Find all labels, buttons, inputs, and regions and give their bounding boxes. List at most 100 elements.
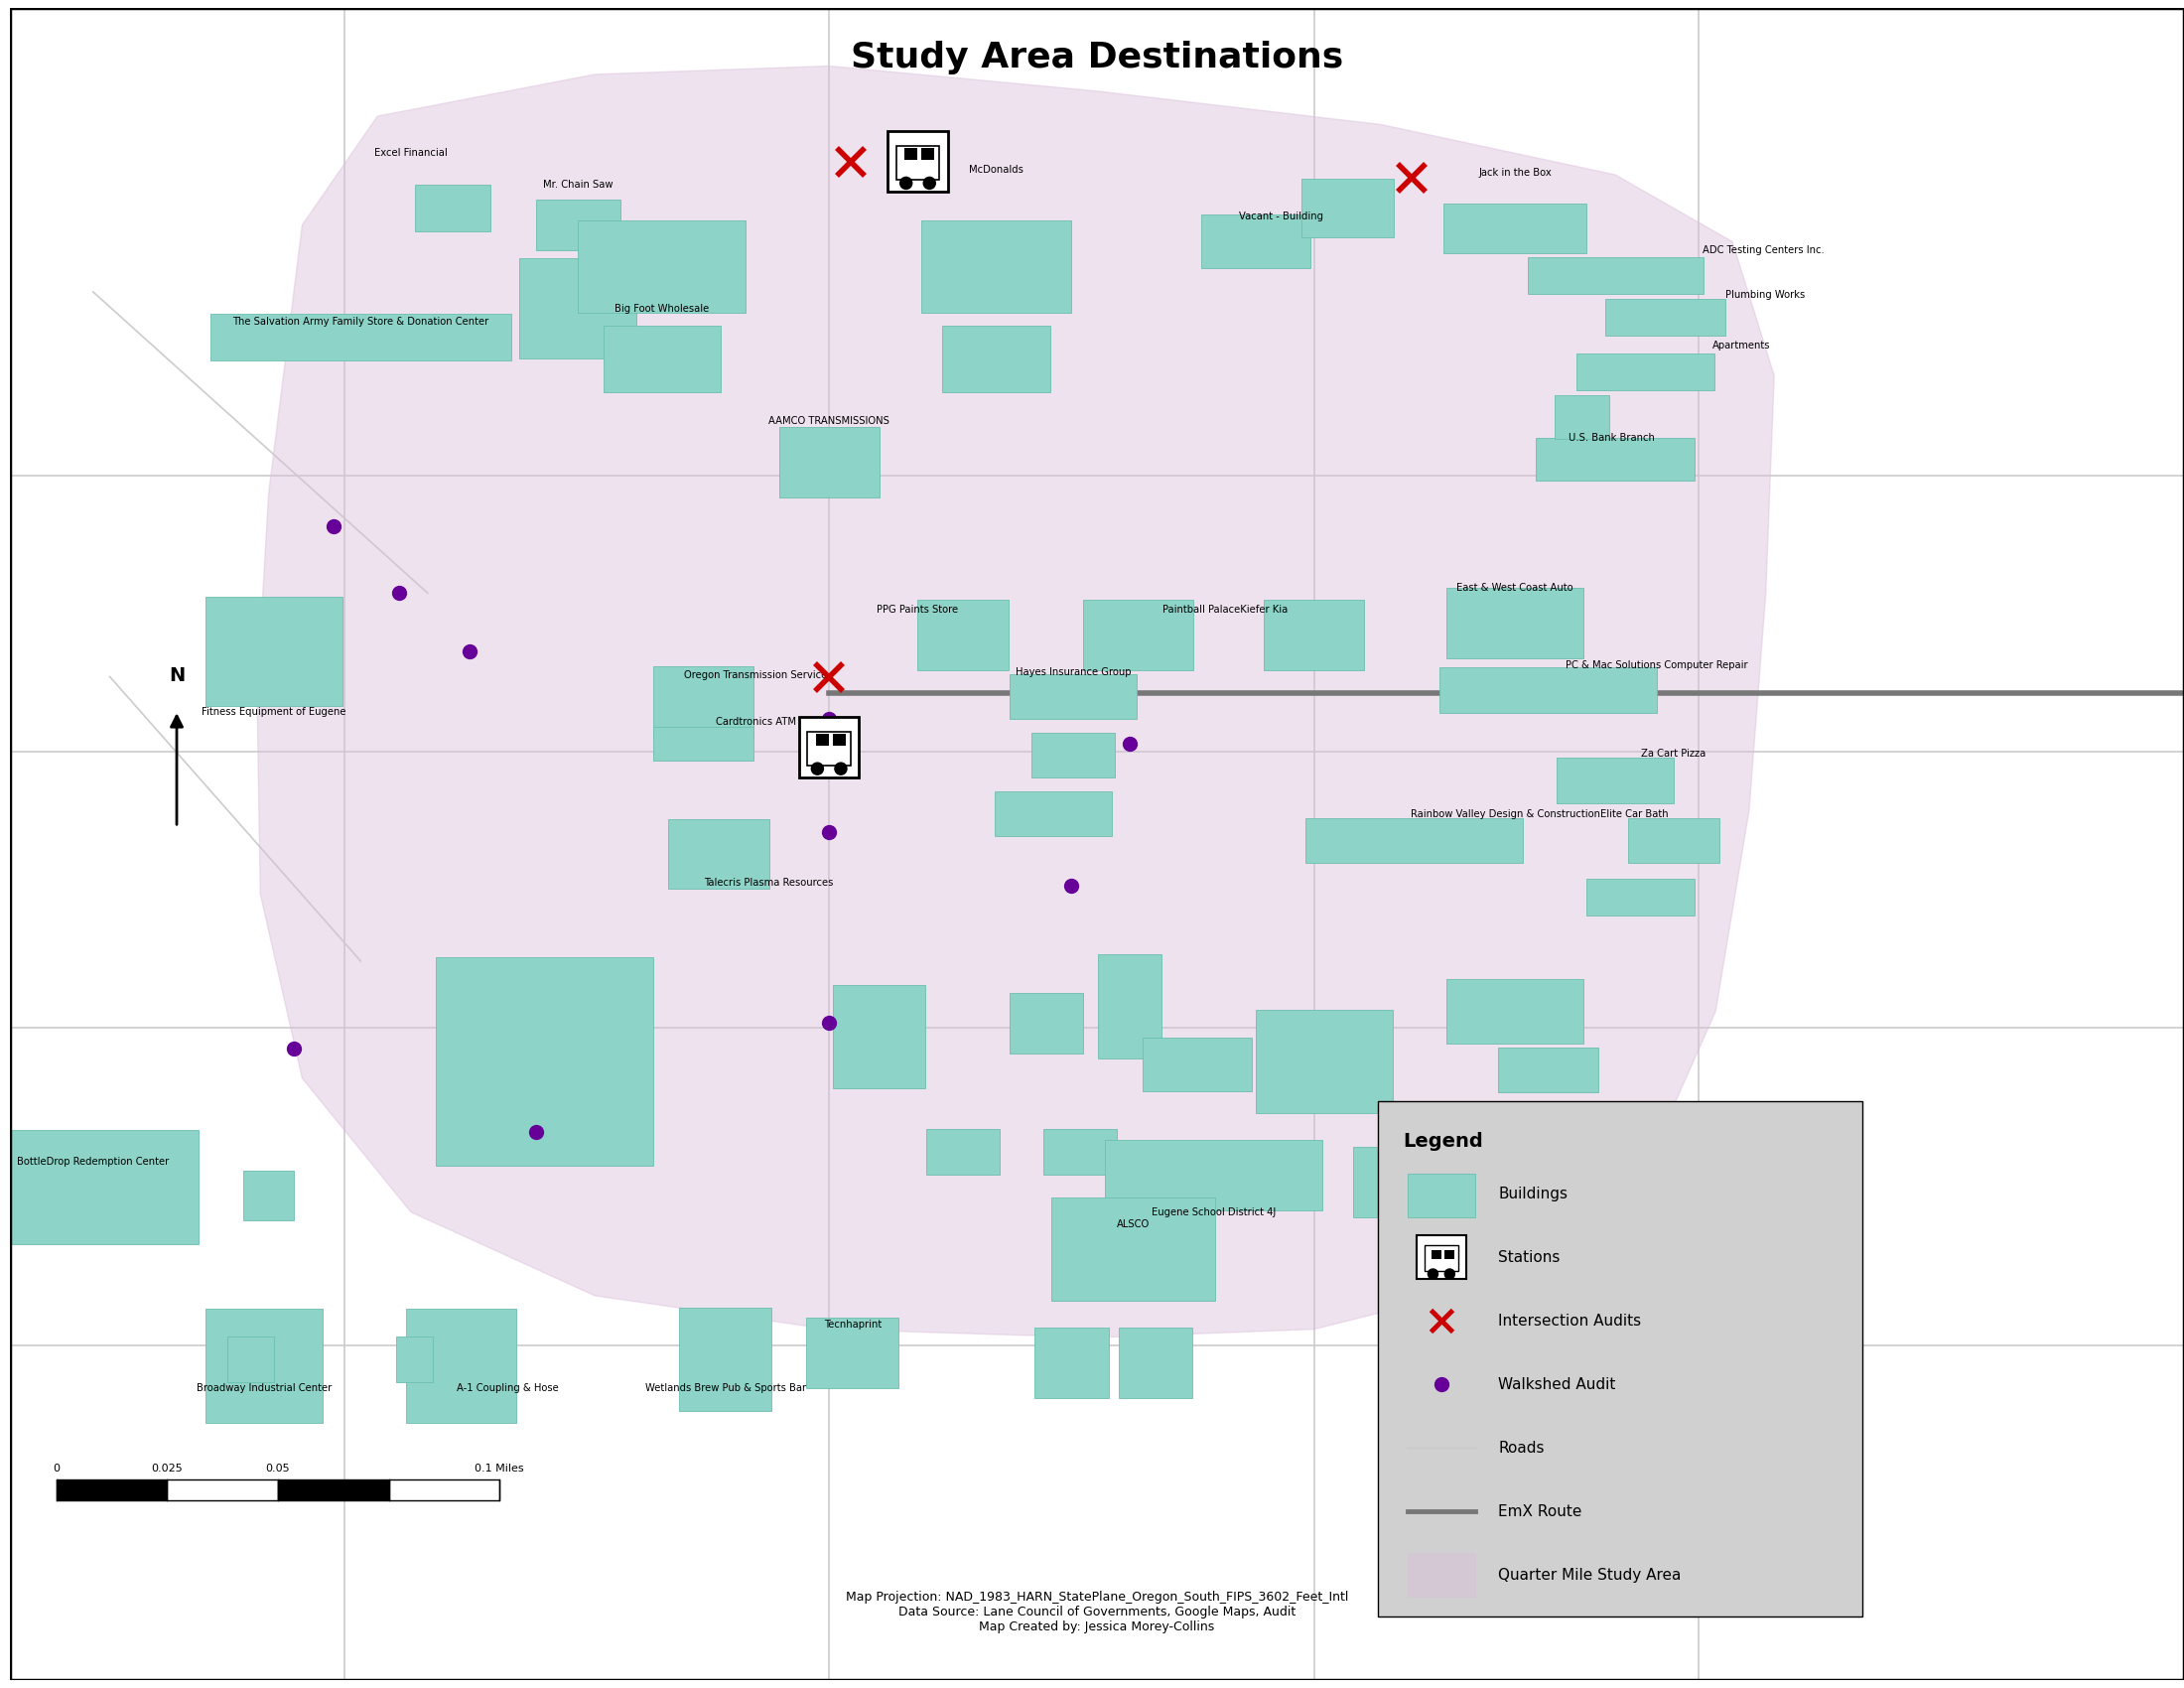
Text: Za Cart Pizza: Za Cart Pizza [1642,749,1706,758]
Circle shape [900,177,913,189]
Bar [1051,1197,1216,1301]
Text: The Salvation Army Family Store & Donation Center: The Salvation Army Family Store & Donati… [232,317,489,327]
Text: Fitness Equipment of Eugene: Fitness Equipment of Eugene [201,707,345,717]
Bar [205,598,343,706]
Text: Map Projection: NAD_1983_HARN_StatePlane_Oregon_South_FIPS_3602_Feet_Intl
Data S: Map Projection: NAD_1983_HARN_StatePlane… [845,1592,1348,1634]
Bar [1424,1246,1459,1271]
Bar [834,984,926,1089]
Bar [917,599,1009,670]
Bar [395,1337,432,1382]
Bar [277,1480,389,1501]
Bar [1472,1225,1590,1271]
Bar [799,717,858,776]
Bar [994,792,1112,837]
Text: ADC Testing Centers Inc.: ADC Testing Centers Inc. [1701,245,1824,255]
Bar [1627,819,1719,863]
Bar [1577,354,1714,390]
Bar [406,1310,515,1423]
Text: A-1 Coupling & Hose: A-1 Coupling & Hose [456,1382,559,1393]
Bar [520,258,638,360]
Bar [1444,203,1586,253]
Bar [1009,674,1138,719]
Bar [1031,733,1116,778]
Text: PPG Paints Store: PPG Paints Store [878,604,959,614]
Bar [1555,395,1610,439]
Circle shape [1428,1269,1437,1280]
Bar [210,314,511,361]
Text: Cardtronics ATM: Cardtronics ATM [716,717,795,728]
Bar [1378,1102,1863,1617]
Bar [57,1480,168,1501]
Text: Stations: Stations [1498,1249,1559,1264]
Bar [887,132,948,191]
Bar [1265,599,1365,670]
Bar [815,734,830,746]
Text: 0.1 Miles: 0.1 Miles [474,1463,524,1474]
Bar [1415,1236,1465,1280]
Bar [579,221,745,312]
Bar [205,1310,323,1423]
Bar [941,326,1051,392]
Bar [832,734,845,746]
Polygon shape [258,66,1773,1337]
Bar [679,1308,771,1411]
Text: Eugene School District 4J: Eugene School District 4J [1151,1207,1275,1217]
Text: Quarter Mile Study Area: Quarter Mile Study Area [1498,1568,1682,1583]
Bar [806,1317,898,1388]
Bar [1439,667,1658,712]
Text: OREGON ICE CREAM CO: OREGON ICE CREAM CO [1402,1207,1520,1217]
Bar [389,1480,500,1501]
Text: McDonalds: McDonalds [970,165,1024,176]
Bar [1009,993,1083,1053]
Bar [1044,1129,1116,1175]
Circle shape [834,761,847,775]
Text: Wetlands Brew Pub & Sports Bar: Wetlands Brew Pub & Sports Bar [644,1382,806,1393]
Circle shape [810,761,823,775]
Bar [1352,1146,1570,1217]
Text: ALSCO: ALSCO [1116,1219,1151,1229]
Bar [1527,257,1704,294]
Bar [227,1337,273,1382]
Text: Big Foot Wholesale: Big Foot Wholesale [614,304,710,314]
Bar [895,147,939,181]
Bar [1256,1009,1393,1114]
Bar [1498,1047,1599,1092]
Text: Talecris Plasma Resources: Talecris Plasma Resources [703,878,834,888]
Bar [1142,1038,1251,1092]
Bar [922,149,935,160]
Text: East & West Coast Auto: East & West Coast Auto [1457,582,1572,592]
Text: Apartments: Apartments [1712,341,1771,351]
Text: Excel Financial: Excel Financial [373,149,448,159]
Bar [168,1480,277,1501]
Text: Walkshed Audit: Walkshed Audit [1498,1377,1616,1393]
Bar [1118,1327,1192,1398]
Bar [1446,587,1583,658]
Text: Plumbing Works: Plumbing Works [1725,290,1806,300]
Text: Study Area Destinations: Study Area Destinations [850,41,1343,74]
Bar [653,667,753,738]
Bar [1306,819,1522,863]
Bar [1446,979,1583,1043]
Text: Broadway Industrial Center: Broadway Industrial Center [197,1382,332,1393]
Text: Tecnhaprint: Tecnhaprint [823,1320,882,1328]
Text: 0: 0 [52,1463,59,1474]
Text: N: N [168,667,186,685]
Text: Mr. Chain Saw: Mr. Chain Saw [544,181,614,189]
Bar [1201,214,1310,268]
Text: PC & Mac Solutions Computer Repair: PC & Mac Solutions Computer Repair [1566,660,1747,670]
Bar [1535,437,1695,481]
Bar [1431,1251,1441,1259]
Bar [1586,879,1695,917]
Bar [1557,1225,1673,1271]
Bar [1409,1173,1474,1217]
Bar [653,728,753,760]
Text: EmX Route: EmX Route [1498,1504,1581,1519]
Text: Jack in the Box: Jack in the Box [1479,169,1551,179]
Bar [245,1170,295,1220]
Bar [1409,1553,1474,1597]
Bar [904,149,917,160]
Bar [1302,179,1393,238]
Bar [1444,1251,1455,1259]
Bar [603,326,721,392]
Bar [926,1129,1000,1175]
